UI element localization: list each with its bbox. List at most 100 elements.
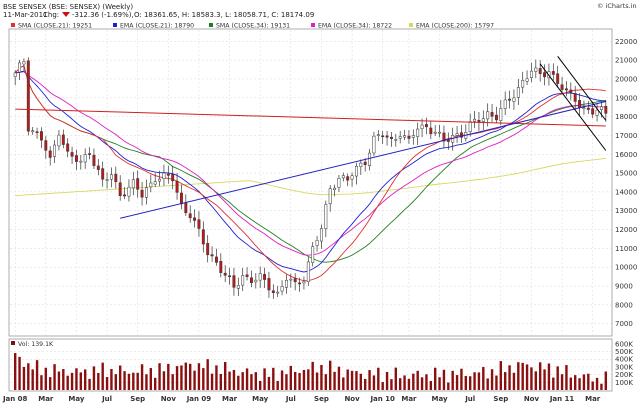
price-tick-label: 8000 — [615, 301, 633, 309]
candle-body — [481, 118, 485, 122]
candle-body — [315, 240, 319, 246]
ema-34-line — [15, 71, 606, 256]
stats-chg: -312.36 (-1.69%), — [72, 11, 134, 19]
volume-bar — [328, 360, 332, 390]
volume-bar — [433, 367, 437, 390]
candle-body — [446, 139, 450, 142]
volume-bar — [416, 370, 419, 390]
volume-bar — [97, 373, 100, 390]
volume-bar — [595, 377, 599, 390]
volume-bar — [455, 375, 459, 390]
time-tick-label: May — [252, 395, 268, 403]
volume-bar — [412, 373, 415, 390]
volume-bar — [180, 365, 183, 390]
volume-bar — [153, 377, 157, 390]
candle-body — [92, 154, 96, 166]
candle-body — [534, 67, 538, 72]
candle-body — [105, 179, 109, 181]
candle-body — [586, 107, 590, 110]
volume-bar — [280, 370, 284, 390]
candle-body — [381, 135, 385, 138]
candle-body — [525, 78, 529, 82]
volume-tick-label: 200K — [615, 371, 633, 379]
candle-body — [88, 153, 92, 155]
candle-body — [455, 133, 459, 136]
volume-bar — [219, 373, 223, 390]
volume-bar — [158, 363, 161, 390]
trend-line — [539, 63, 607, 151]
volume-bar — [333, 371, 336, 390]
candle-body — [83, 154, 87, 163]
candle-body — [267, 278, 271, 291]
price-tick-label: 7000 — [615, 320, 633, 328]
candle-body — [206, 243, 210, 256]
candle-body — [298, 282, 302, 285]
candle-body — [149, 182, 153, 188]
candle-body — [241, 275, 245, 286]
candle-body — [61, 134, 65, 145]
volume-bar — [429, 380, 433, 390]
volume-bar — [18, 356, 21, 390]
volume-bar — [285, 374, 288, 390]
volume-bar — [582, 374, 586, 390]
volume-bar — [473, 372, 476, 390]
volume-bar — [525, 364, 529, 390]
candle-body — [22, 61, 26, 65]
volume-bar — [447, 382, 450, 390]
volume-bar — [202, 368, 205, 390]
candle-body — [359, 162, 363, 168]
candle-body — [236, 285, 240, 289]
candle-body — [258, 273, 262, 281]
volume-tick-label: 100K — [615, 379, 633, 387]
candle-body — [569, 89, 573, 93]
candle-body — [114, 173, 118, 182]
volume-bar — [508, 365, 511, 390]
volume-bar — [355, 371, 358, 390]
candle-body — [188, 213, 192, 219]
candle-body — [442, 132, 446, 142]
price-tick-label: 13000 — [615, 207, 637, 215]
volume-bar — [263, 368, 266, 390]
time-tick-label: Jan 09 — [186, 395, 212, 403]
candle-body — [429, 127, 433, 135]
trend-line — [15, 108, 606, 127]
volume-bar — [407, 378, 411, 390]
volume-bar — [210, 373, 214, 390]
volume-bar — [442, 369, 446, 390]
candle-body — [232, 275, 236, 288]
volume-bar — [451, 370, 454, 390]
candle-body — [166, 173, 170, 176]
price-tick-label: 18000 — [615, 113, 637, 121]
candle-body — [158, 178, 162, 182]
volume-bar — [578, 378, 581, 390]
candle-body — [438, 131, 442, 134]
volume-bar — [604, 371, 608, 390]
candle-body — [254, 279, 258, 283]
volume-bar — [556, 366, 559, 390]
candle-body — [228, 275, 232, 277]
volume-bar — [245, 368, 249, 390]
volume-bar — [490, 369, 494, 390]
volume-bar — [587, 373, 590, 390]
volume-bar — [83, 369, 87, 390]
candle-body — [74, 155, 78, 162]
legend-entry: EMA (CLOSE,21): 18790 — [120, 23, 194, 30]
volume-bar — [560, 374, 564, 390]
legend: SMA (CLOSE,21): 19251 EMA (CLOSE,21): 187… — [11, 23, 494, 30]
candle-body — [403, 135, 407, 138]
volume-bar — [66, 375, 69, 390]
candle-body — [96, 165, 100, 170]
volume-bar — [298, 373, 301, 390]
volume-bar — [197, 363, 201, 390]
volume-bar — [188, 363, 192, 390]
candle-body — [319, 228, 323, 242]
volume-bar — [232, 369, 236, 390]
price-tick-label: 20000 — [615, 75, 637, 83]
volume-bar — [521, 362, 524, 390]
volume-bar — [127, 373, 131, 390]
candle-body — [521, 80, 525, 88]
volume-bar — [307, 369, 310, 390]
candle-body — [420, 124, 424, 129]
